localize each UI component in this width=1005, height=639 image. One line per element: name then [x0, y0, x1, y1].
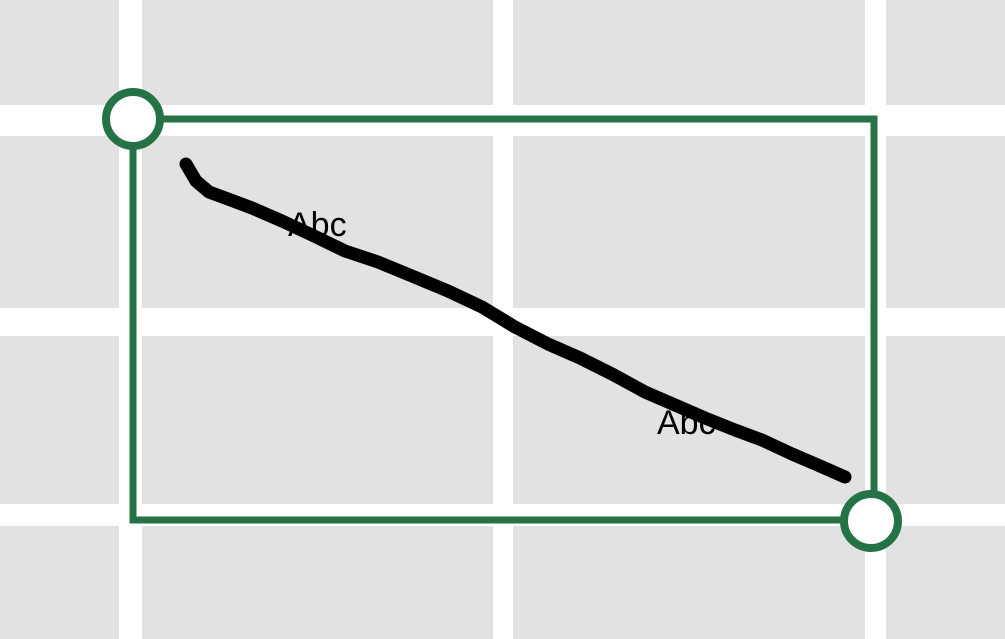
selection-handle-bottom-right[interactable] — [840, 490, 902, 552]
table-cell — [513, 526, 865, 639]
table-cell — [0, 526, 119, 639]
table-cell — [886, 136, 1005, 308]
selection-handle-top-left[interactable] — [102, 88, 164, 150]
table-cell — [886, 526, 1005, 639]
table-cell — [0, 136, 119, 308]
table-cell — [142, 336, 493, 504]
table-cell — [886, 0, 1005, 105]
table-cell — [0, 336, 119, 504]
table-cell — [0, 0, 119, 105]
table-cell — [886, 336, 1005, 504]
table-cell — [142, 526, 493, 639]
table-cell — [513, 0, 865, 105]
table-cell — [142, 0, 493, 105]
ink-stroke[interactable] — [179, 157, 852, 484]
selection-rectangle[interactable] — [129, 115, 878, 524]
table-cell — [513, 136, 865, 308]
table-cell — [513, 336, 865, 504]
